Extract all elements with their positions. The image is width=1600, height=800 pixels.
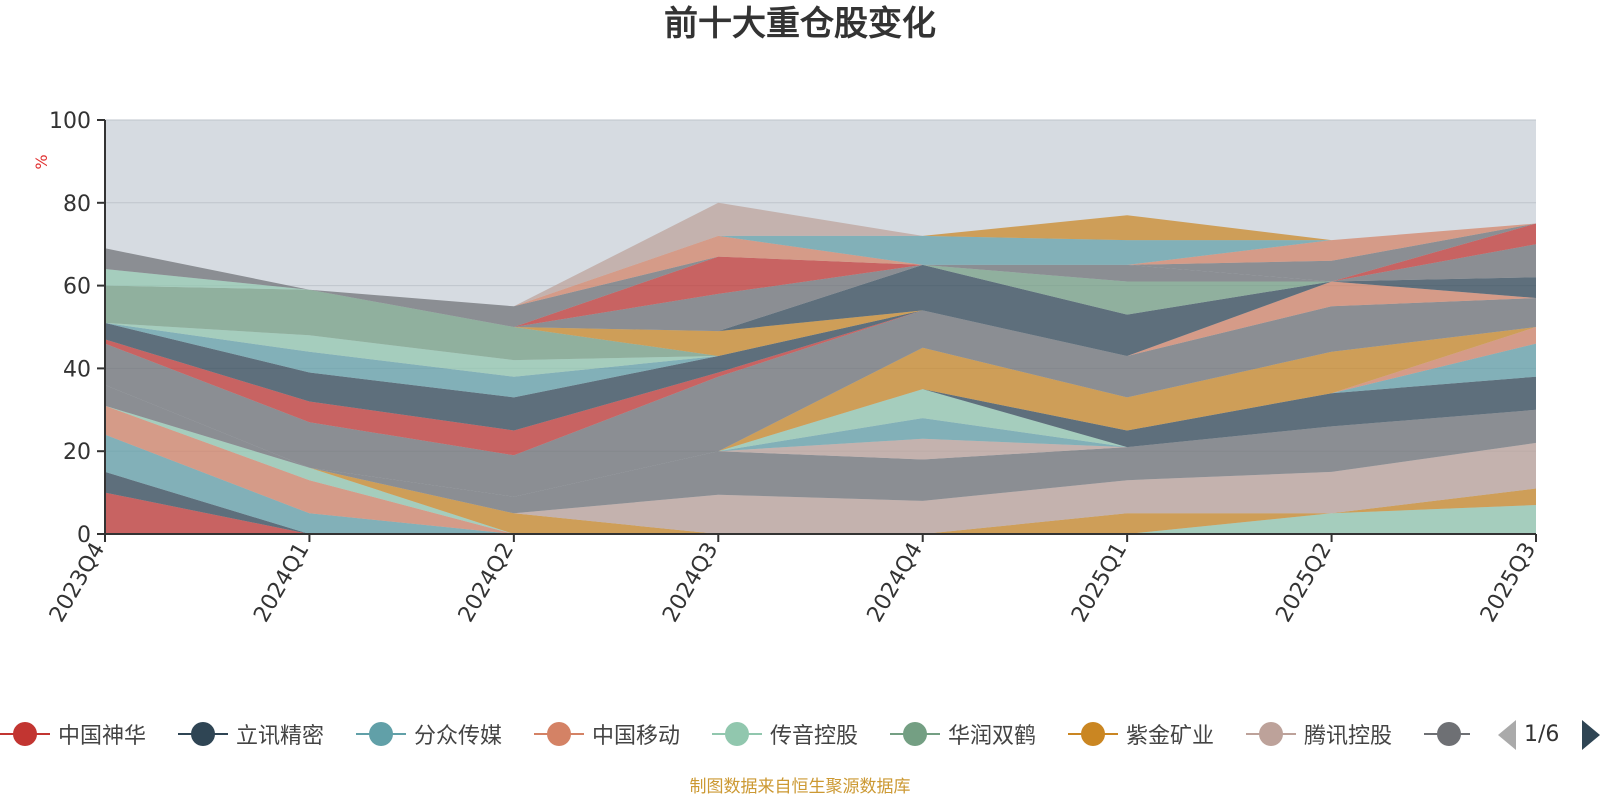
x-tick-label: 2024Q2 — [454, 539, 519, 627]
y-tick-label: 80 — [63, 192, 91, 217]
legend-item[interactable]: 立讯精密 — [178, 714, 324, 754]
legend-marker-icon — [534, 714, 584, 754]
area-band — [105, 327, 1536, 497]
legend-prev-arrow-icon[interactable] — [1498, 720, 1516, 750]
legend-marker-icon — [178, 714, 228, 754]
legend-marker-icon — [1424, 714, 1470, 754]
area-band — [105, 405, 1536, 534]
area-bands — [105, 202, 1536, 534]
legend-marker-icon — [356, 714, 406, 754]
area-band — [105, 215, 1536, 307]
legend-item[interactable]: 传音控股 — [712, 714, 858, 754]
legend-items: 中国神华 立讯精密 分众传媒 中国移动 传音控股 华润双鹤 紫金矿业 腾讯控股 丶 — [0, 714, 1470, 754]
area-band — [105, 244, 1536, 332]
legend: 中国神华 立讯精密 分众传媒 中国移动 传音控股 华润双鹤 紫金矿业 腾讯控股 丶 — [0, 714, 1600, 754]
x-tick-label: 2025Q2 — [1271, 539, 1336, 627]
area-band — [105, 376, 1536, 497]
area-band — [105, 492, 1536, 534]
legend-item[interactable]: 腾讯控股 — [1246, 714, 1392, 754]
area-band — [105, 385, 1536, 514]
x-tick-label: 2023Q4 — [45, 539, 110, 627]
source-note: 制图数据来自恒生聚源数据库 — [689, 777, 911, 797]
y-axis-unit-label: % — [32, 154, 51, 169]
y-tick-label: 100 — [49, 109, 91, 134]
area-band — [105, 298, 1536, 398]
area-band — [105, 281, 1536, 356]
y-tick-label: 60 — [63, 275, 91, 300]
area-band — [105, 385, 1536, 497]
y-tick-label: 0 — [77, 523, 91, 548]
legend-marker-icon — [712, 714, 762, 754]
area-band — [105, 298, 1536, 497]
x-tick-label: 2024Q4 — [863, 539, 928, 627]
legend-marker-icon — [0, 714, 50, 754]
legend-pager: 1/6 — [1498, 720, 1600, 750]
legend-item[interactable]: 分众传媒 — [356, 714, 502, 754]
legend-label: 腾讯控股 — [1304, 724, 1393, 749]
area-band — [105, 298, 1536, 377]
x-tick-label: 2024Q3 — [658, 539, 723, 627]
legend-item[interactable]: 中国神华 — [0, 714, 146, 754]
area-band — [105, 285, 1536, 356]
legend-next-arrow-icon[interactable] — [1582, 720, 1600, 750]
x-tick-label: 2024Q1 — [249, 539, 314, 627]
legend-marker-icon — [1246, 714, 1296, 754]
legend-label: 中国神华 — [58, 724, 147, 749]
legend-item[interactable]: 中国移动 — [534, 714, 680, 754]
legend-marker-icon — [890, 714, 940, 754]
area-band — [105, 405, 1536, 534]
x-tick-label: 2025Q3 — [1476, 539, 1541, 627]
legend-item[interactable]: 丶 — [1424, 714, 1470, 754]
legend-marker-icon — [1068, 714, 1118, 754]
area-band — [105, 223, 1536, 327]
legend-label: 立讯精密 — [236, 724, 325, 749]
legend-item[interactable]: 华润双鹤 — [890, 714, 1036, 754]
legend-item[interactable]: 紫金矿业 — [1068, 714, 1214, 754]
area-band — [105, 298, 1536, 431]
legend-label: 分众传媒 — [414, 724, 503, 749]
area-band — [105, 405, 1536, 534]
area-band — [105, 264, 1536, 356]
x-tick-label: 2025Q1 — [1067, 539, 1132, 627]
legend-label: 中国移动 — [592, 724, 681, 749]
legend-page-indicator: 1/6 — [1524, 722, 1560, 747]
legend-label: 紫金矿业 — [1126, 724, 1215, 749]
y-tick-label: 40 — [63, 357, 91, 382]
y-tick-label: 20 — [63, 440, 91, 465]
stream-area-chart: 0 20 40 60 80 100 2023Q4 2024Q1 2024Q2 2024Q3 2024… — [32, 109, 1541, 627]
chart-title: 前十大重仓股变化 — [664, 4, 936, 44]
legend-label: 传音控股 — [770, 724, 859, 749]
legend-label: 华润双鹤 — [948, 724, 1037, 749]
area-band — [105, 285, 1536, 361]
area-band — [105, 223, 1536, 307]
area-band — [105, 202, 1536, 307]
